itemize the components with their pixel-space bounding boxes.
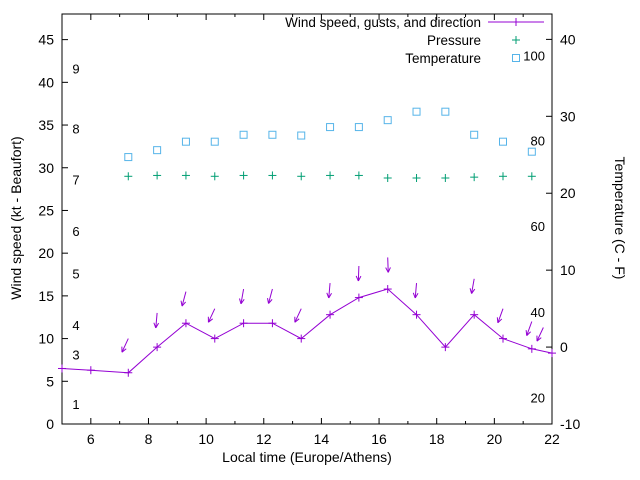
svg-text:9: 9 (72, 62, 79, 77)
svg-text:40: 40 (560, 31, 576, 47)
temperature-marker-sample-icon (487, 52, 545, 64)
svg-text:0: 0 (46, 416, 54, 432)
svg-text:4: 4 (72, 318, 79, 333)
svg-text:8: 8 (72, 121, 79, 136)
pressure-marker-sample-icon (487, 34, 545, 46)
svg-text:14: 14 (314, 431, 330, 447)
svg-text:40: 40 (531, 305, 545, 320)
svg-text:18: 18 (429, 431, 445, 447)
svg-text:8: 8 (145, 431, 153, 447)
plot-frame (61, 13, 553, 425)
temperature-series (124, 107, 536, 162)
y-axis-label-left: Wind speed (kt - Beaufort) (8, 136, 24, 300)
axes: 6 8 10 12 14 16 18 20 22051015202530354045-10010… (38, 14, 580, 447)
svg-text:20: 20 (560, 185, 576, 201)
wind-line-sample-icon (487, 16, 545, 28)
svg-text:5: 5 (72, 267, 79, 282)
svg-text:30: 30 (560, 108, 576, 124)
svg-text:20: 20 (487, 431, 503, 447)
svg-text:1: 1 (72, 397, 79, 412)
svg-text:35: 35 (38, 117, 54, 133)
svg-text:10: 10 (198, 431, 214, 447)
legend-label-temperature: Temperature (405, 50, 481, 66)
svg-text:20: 20 (531, 391, 545, 406)
svg-text:45: 45 (38, 32, 54, 48)
legend: Wind speed, gusts, and direction Pressur… (285, 13, 545, 67)
svg-text:10: 10 (38, 331, 54, 347)
svg-text:0: 0 (560, 339, 568, 355)
svg-text:30: 30 (38, 160, 54, 176)
wind-series (58, 285, 556, 377)
legend-item-pressure: Pressure (285, 31, 545, 49)
x-axis-label: Local time (Europe/Athens) (222, 449, 392, 465)
svg-text:16: 16 (371, 431, 387, 447)
svg-text:6: 6 (72, 224, 79, 239)
svg-text:7: 7 (72, 173, 79, 188)
legend-label-pressure: Pressure (426, 32, 481, 48)
legend-item-temperature: Temperature (285, 49, 545, 67)
svg-text:40: 40 (38, 74, 54, 90)
svg-text:60: 60 (531, 219, 545, 234)
svg-text:12: 12 (256, 431, 272, 447)
svg-text:22: 22 (544, 431, 560, 447)
svg-text:5: 5 (46, 373, 54, 389)
svg-text:-10: -10 (560, 416, 580, 432)
y-axis-label-right: Temperature (C - F) (612, 156, 628, 280)
svg-text:10: 10 (560, 262, 576, 278)
svg-text:6: 6 (87, 431, 95, 447)
svg-text:3: 3 (72, 348, 79, 363)
svg-text:20: 20 (38, 245, 54, 261)
legend-item-wind: Wind speed, gusts, and direction (285, 13, 545, 31)
svg-text:15: 15 (38, 288, 54, 304)
svg-text:25: 25 (38, 202, 54, 218)
pressure-series (124, 171, 536, 182)
legend-label-wind: Wind speed, gusts, and direction (285, 14, 481, 30)
gust-direction-arrows (121, 257, 544, 353)
svg-text:100: 100 (523, 48, 545, 63)
svg-text:80: 80 (531, 134, 545, 149)
